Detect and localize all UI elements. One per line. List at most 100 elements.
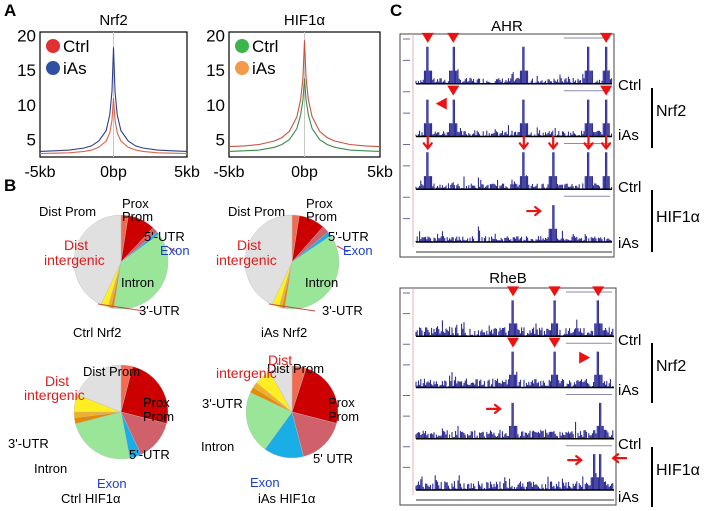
pie-slice-dist-intergenic [73,214,122,305]
pie3-label-intergenic: intergenic [24,387,85,403]
peak-annotation-pies [73,214,349,460]
x-tick-label: 0bp [100,164,127,181]
pie3-label-dist-prom: Dist Prom [83,364,141,379]
nrf2-profile-chart: 5 10 15 20 -5kb 0bp 5kb Ctrl iAs [17,26,200,181]
exon-leader-line [336,245,349,253]
series-line-ias [39,47,188,152]
pie2-caption: iAs Nrf2 [261,325,308,340]
peak-marker-down-triangle [447,85,460,96]
track-1 [403,85,613,138]
peak-marker-right-arrow [485,403,502,414]
peak-marker-down-triangle [447,32,460,43]
pie4-label-5utr: 5' UTR [313,451,354,466]
pie3-label-exon: Exon [97,476,127,491]
pie4-label-3utr: 3'-UTR [202,396,243,411]
panel-b-letter: B [4,176,17,195]
peak-marker-right-triangle [579,351,591,364]
x-tick-label: 5kb [174,164,200,181]
peak-marker-down-triangle [507,337,520,348]
peak-marker-left-triangle [435,97,447,110]
pie4-label-dist: Dist [268,352,293,368]
rheb-track-label: iAs [618,382,639,399]
rheb-track-label: Ctrl [618,436,642,453]
y-tick-label: 15 [17,61,36,80]
pie1-label-dist: Dist [64,237,89,253]
panel-a-letter: A [4,1,17,20]
pie1-caption: Ctrl Nrf2 [73,325,122,340]
ahr-hif1a-bracket [651,190,653,252]
panel-c-letter: C [390,1,403,20]
pie1-label-intron: Intron [121,275,155,290]
track-3 [403,195,613,243]
track-3 [403,445,628,491]
y-tick-label: 15 [206,61,225,80]
pie2-label-5utr: 5'-UTR [328,229,369,244]
y-tick-label: 5 [216,131,225,150]
pie3-label-prox: Prox [143,395,170,410]
legend-swatch-ias [235,61,249,75]
pie-slice-5utr [291,411,337,457]
pie4-label-prom: Prom [328,409,360,424]
peak-marker-down-triangle [507,286,520,297]
ctrl-nrf2-pie [73,214,169,310]
pie-slice-intron [113,234,169,310]
pie2-label-dist-prom: Dist Prom [228,204,286,219]
track-1 [403,337,614,389]
pie1-label-prom: Prom [122,209,154,224]
x-tick-label: 0bp [291,164,318,181]
pie2-label-3utr: 3'-UTR [322,303,363,318]
pie3-label-prom: Prom [143,409,175,424]
pie1-label-3utr: 3'-UTR [139,303,180,318]
ahr-track-label: Ctrl [618,179,642,196]
legend-label: Ctrl [252,37,278,56]
rheb-group-label: Nrf2 [656,358,687,375]
peak-marker-down-triangle [421,32,434,43]
ahr-track-label: iAs [618,127,639,144]
peak-marker-down-triangle [548,286,561,297]
rheb-track-label: Ctrl [618,332,642,349]
y-tick-label: 20 [17,26,36,45]
peak-marker-down-triangle [600,32,613,43]
peak-marker-right-arrow [567,455,583,466]
locus-rheb [399,286,628,506]
browser-frame [399,33,615,258]
pie4-label-dist-prom: Dist Prom [267,361,325,376]
ahr-group-label: Nrf2 [656,103,687,120]
peak-marker-down-arrow [601,135,612,151]
locus-ahr [399,32,615,258]
pie1-label-dist-prom: Dist Prom [39,204,97,219]
nrf2-profile-title: Nrf2 [99,12,128,29]
pie-slice-intron [284,235,340,310]
track-2 [403,135,613,190]
y-tick-label: 10 [17,96,36,115]
pie2-label-prom: Prom [306,209,338,224]
legend-label: iAs [63,59,87,78]
series-line-ctrl [228,78,381,152]
pie1-label-prox: Prox [122,196,149,211]
pie-slice-dist-intergenic [244,214,293,305]
ias-hif1a-pie [245,365,339,459]
y-tick-label: 5 [27,131,36,150]
y-tick-label: 10 [206,96,225,115]
pie3-label-intron: Intron [34,461,68,476]
legend-swatch-ctrl [46,39,60,53]
peak-marker-down-triangle [600,85,613,96]
utr3-leader-line [97,303,145,312]
peak-marker-down-triangle [548,337,561,348]
rheb-locus-title: RheB [489,270,527,287]
legend-swatch-ias [46,61,60,75]
ahr-track-label: iAs [618,235,639,252]
pie4-caption: iAs HIF1α [258,491,316,506]
pie2-label-prox: Prox [306,196,333,211]
track-0 [403,32,613,85]
peak-marker-down-arrow [422,135,433,151]
rheb-nrf2-bracket [651,343,653,403]
track-0 [403,286,614,337]
peak-marker-down-triangle [592,286,605,297]
pie3-label-3utr: 3'-UTR [8,436,49,451]
pie4-label-exon: Exon [250,475,280,490]
legend-label: iAs [252,59,276,78]
peak-marker-left-arrow [611,453,628,464]
pie3-label-5utr: 5'-UTR [129,447,170,462]
